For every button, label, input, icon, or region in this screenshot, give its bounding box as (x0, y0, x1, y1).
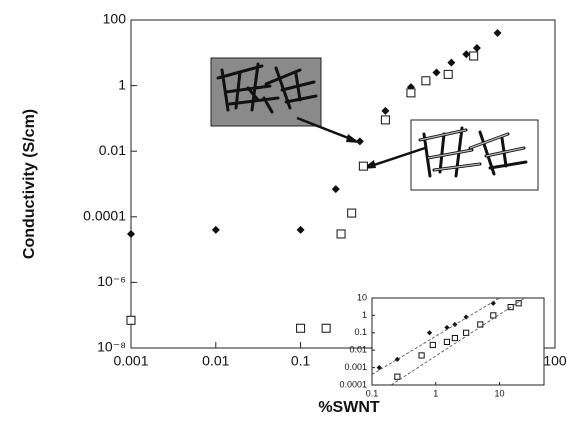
y-tick-label: 0.0001 (339, 379, 367, 389)
square-point (429, 341, 436, 349)
diamond-point (331, 185, 340, 194)
diamond-point (426, 330, 433, 336)
square-point (477, 321, 484, 328)
diamond-point (472, 44, 481, 53)
square-point (469, 51, 479, 61)
x-tick-label: 10 (494, 388, 504, 398)
network-illustration-dense (210, 57, 322, 127)
x-axis-label: %SWNT (318, 399, 380, 416)
diamond-point (493, 29, 502, 38)
diamond-point (462, 50, 471, 59)
square-point (380, 115, 390, 125)
diamond-point (211, 225, 220, 234)
square-point (443, 69, 453, 79)
square-point (451, 334, 459, 342)
x-tick-label: 0.001 (113, 353, 148, 369)
y-axis-label: Conductivity (S/cm) (21, 109, 38, 259)
diamond-point (355, 137, 364, 146)
y-tick-label: 10 (357, 292, 367, 302)
diamond-point (381, 106, 390, 115)
square-point (463, 329, 470, 336)
y-tick-label: 100 (103, 11, 127, 27)
arrow (296, 116, 357, 143)
square-point (406, 88, 416, 98)
y-tick-label: 1 (118, 76, 126, 92)
square-point (358, 161, 368, 171)
diamond-point (463, 314, 469, 320)
diamond-point (394, 356, 400, 362)
square-point (443, 338, 451, 345)
square-point (418, 352, 425, 359)
square-point (490, 312, 497, 319)
x-tick-label: 0.1 (366, 388, 379, 398)
diamond-point (127, 229, 135, 238)
y-tick-label: 0.01 (99, 142, 126, 158)
x-tick-label: 1 (433, 388, 438, 398)
square-point (421, 76, 431, 86)
x-tick-label: 100 (543, 353, 567, 369)
diamond-point (296, 225, 305, 234)
square-point (126, 315, 136, 325)
x-tick-label: 0.1 (291, 353, 311, 369)
y-tick-label: 1 (362, 310, 367, 320)
square-point (336, 229, 346, 239)
network-illustration-sparse (410, 119, 539, 191)
diamond-point (376, 365, 382, 371)
diamond-point (490, 300, 496, 306)
y-tick-label: 0.01 (349, 345, 367, 355)
y-tick-label: 0.001 (344, 362, 367, 372)
y-tick-label: 10⁻⁶ (97, 273, 126, 289)
x-tick-label: 0.01 (202, 353, 229, 369)
square-point (296, 323, 306, 333)
arrow (367, 146, 426, 169)
square-point (394, 373, 401, 380)
fit-line (390, 297, 526, 386)
y-tick-label: 10⁻⁸ (97, 339, 126, 355)
inset-background (372, 298, 544, 385)
square-point (347, 208, 357, 218)
square-point (515, 300, 522, 307)
square-point (321, 323, 331, 333)
diamond-point (432, 68, 441, 77)
y-tick-label: 0.1 (354, 327, 367, 337)
diamond-point (444, 324, 450, 331)
diamond-point (447, 58, 456, 67)
plot-frame (130, 19, 556, 349)
y-tick-label: 0.0001 (83, 208, 126, 224)
plot-frame (371, 297, 545, 386)
